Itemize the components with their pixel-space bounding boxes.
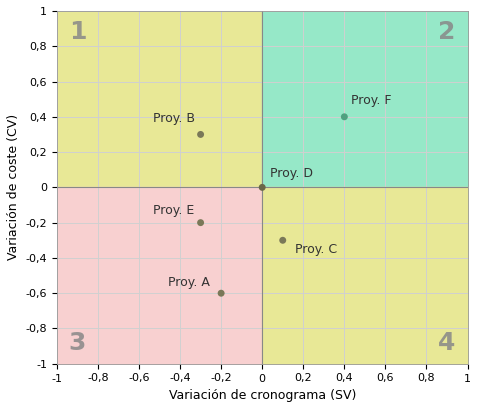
- Text: 2: 2: [438, 20, 456, 44]
- Text: 4: 4: [438, 330, 456, 355]
- X-axis label: Variación de cronograma (SV): Variación de cronograma (SV): [169, 389, 356, 402]
- Y-axis label: Variación de coste (CV): Variación de coste (CV): [7, 114, 20, 261]
- Point: [259, 184, 266, 191]
- Text: Proy. E: Proy. E: [153, 204, 195, 217]
- Text: Proy. B: Proy. B: [153, 112, 196, 125]
- Point: [217, 290, 225, 297]
- Point: [197, 219, 205, 226]
- Text: Proy. C: Proy. C: [295, 243, 337, 256]
- Text: Proy. D: Proy. D: [271, 167, 314, 180]
- Text: 3: 3: [69, 330, 86, 355]
- Point: [340, 114, 348, 120]
- Text: Proy. F: Proy. F: [350, 94, 391, 108]
- Text: Proy. A: Proy. A: [168, 276, 210, 289]
- Point: [279, 237, 286, 243]
- Text: 1: 1: [69, 20, 86, 44]
- Point: [197, 131, 205, 138]
